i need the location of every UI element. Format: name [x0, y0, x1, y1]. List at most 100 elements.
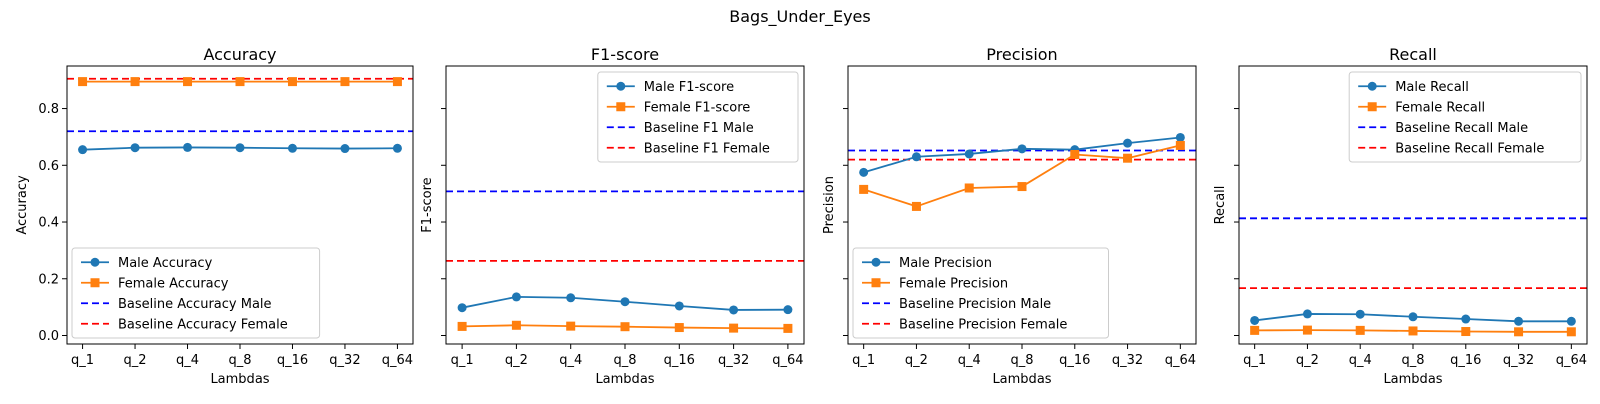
x-axis-label: Lambdas	[595, 372, 654, 387]
data-point	[620, 322, 630, 332]
x-tick-label: q_16	[277, 353, 308, 368]
data-point	[964, 183, 974, 193]
data-point	[1566, 327, 1576, 337]
legend-marker	[90, 257, 100, 267]
data-point	[1461, 327, 1471, 337]
data-point	[235, 143, 245, 153]
data-point	[859, 184, 869, 194]
legend-box	[597, 71, 799, 163]
legend-label: Male Recall	[1395, 80, 1469, 95]
legend-marker	[871, 257, 881, 267]
data-point	[566, 293, 576, 303]
data-point	[1070, 150, 1080, 160]
legend-label: Baseline Accuracy Female	[118, 317, 288, 332]
data-point	[674, 323, 684, 333]
subplot-title: Recall	[1389, 45, 1437, 64]
x-tick-label: q_4	[958, 353, 981, 368]
data-point	[911, 152, 921, 162]
x-tick-label: q_64	[382, 353, 413, 368]
data-point	[130, 77, 140, 87]
data-point	[235, 77, 245, 87]
legend-label: Baseline Precision Female	[899, 317, 1067, 332]
x-tick-label: q_2	[1296, 353, 1319, 368]
legend: Male Accuracy Female Accuracy Baseline Acc…	[71, 247, 321, 339]
subplot-title: Precision	[986, 45, 1057, 64]
data-point	[78, 77, 88, 87]
data-point	[1514, 316, 1524, 326]
x-tick-label: q_8	[613, 353, 636, 368]
x-tick-label: q_16	[1450, 353, 1481, 368]
x-tick-label: q_2	[124, 353, 147, 368]
y-tick-label: 0.0	[38, 329, 59, 344]
x-axis-label: Lambdas	[992, 372, 1051, 387]
legend-box	[71, 247, 321, 339]
legend-marker	[90, 278, 100, 288]
data-point	[1302, 309, 1312, 319]
data-point	[729, 323, 739, 333]
legend-label: Baseline F1 Male	[644, 121, 754, 136]
x-tick-label: q_64	[772, 353, 803, 368]
x-tick-label: q_1	[451, 353, 474, 368]
legend-label: Female Accuracy	[118, 276, 229, 291]
data-point	[1017, 144, 1027, 154]
x-tick-label: q_1	[852, 353, 875, 368]
legend-marker	[616, 81, 626, 91]
subplot-0: Accuracy 0.0 0.2 0.4 0.6 0.8 q_1 q_2 q_4 q_8 q_16 q…	[15, 45, 414, 387]
data-point	[1123, 153, 1133, 163]
data-point	[130, 143, 140, 153]
y-tick-label: 0.4	[38, 216, 59, 231]
data-point	[183, 77, 193, 87]
x-tick-label: q_64	[1165, 353, 1196, 368]
data-point	[392, 77, 402, 87]
legend-marker	[616, 102, 626, 112]
legend-label: Baseline Recall Female	[1395, 141, 1544, 156]
x-tick-label: q_32	[1503, 353, 1534, 368]
data-point	[392, 143, 402, 153]
data-point	[1461, 314, 1471, 324]
data-point	[1355, 309, 1365, 319]
subplot-1: F1-score q_1 q_2 q_4 q_8 q_16 q_32 q_64 Lambdas F…	[420, 45, 805, 387]
legend-label: Baseline Recall Male	[1395, 121, 1528, 136]
legend-label: Female Recall	[1395, 100, 1485, 115]
data-point	[674, 301, 684, 311]
legend-marker	[1367, 102, 1377, 112]
data-point	[1408, 326, 1418, 336]
data-point	[911, 201, 921, 211]
x-tick-label: q_32	[718, 353, 749, 368]
legend-box	[852, 247, 1109, 339]
legend: Male Recall Female Recall Baseline Recall …	[1348, 71, 1582, 163]
x-tick-label: q_8	[228, 353, 251, 368]
data-point	[183, 142, 193, 152]
x-tick-label: q_32	[329, 353, 360, 368]
data-point	[964, 149, 974, 159]
data-point	[457, 303, 467, 313]
data-point	[1250, 325, 1260, 335]
data-point	[511, 292, 521, 302]
y-axis-label: Precision	[822, 176, 837, 234]
data-point	[729, 305, 739, 315]
data-point	[1514, 327, 1524, 337]
legend: Male Precision Female Precision Baseline P…	[852, 247, 1109, 339]
axes-frame	[445, 65, 805, 345]
data-point	[1566, 316, 1576, 326]
data-point	[783, 323, 793, 333]
legend-label: Male Precision	[899, 256, 992, 271]
y-axis-label: Accuracy	[15, 175, 30, 235]
subplot-2: Precision q_1 q_2 q_4 q_8 q_16 q_32 q_64 Lambdas…	[822, 45, 1197, 387]
x-tick-label: q_4	[559, 353, 582, 368]
x-axis-label: Lambdas	[210, 372, 269, 387]
x-tick-label: q_2	[505, 353, 528, 368]
data-point	[1250, 315, 1260, 325]
x-tick-label: q_8	[1401, 353, 1424, 368]
x-tick-label: q_16	[664, 353, 695, 368]
subplot-3: Recall q_1 q_2 q_4 q_8 q_16 q_32 q_64 Lambdas Rec…	[1213, 45, 1588, 387]
subplot-title: Accuracy	[203, 45, 276, 64]
y-axis-label: Recall	[1213, 186, 1228, 225]
subplot-title: F1-score	[591, 45, 659, 64]
data-point	[566, 321, 576, 331]
legend-box	[1348, 71, 1582, 163]
data-point	[340, 77, 350, 87]
legend-marker	[1367, 81, 1377, 91]
data-point	[1017, 182, 1027, 192]
